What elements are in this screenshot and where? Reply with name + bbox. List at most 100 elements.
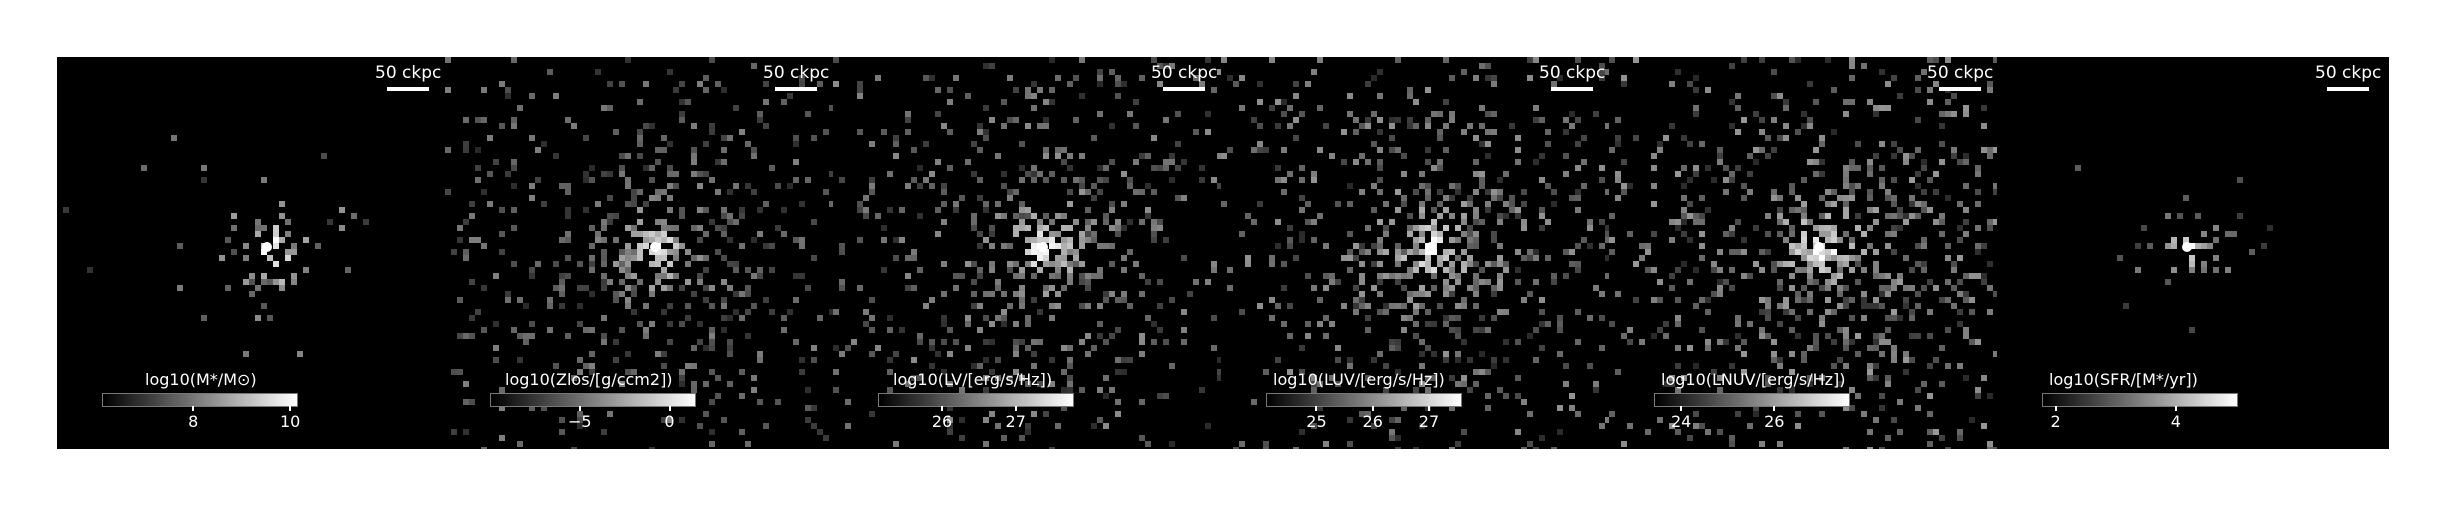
map-pixel	[1251, 399, 1257, 405]
map-pixel	[977, 327, 983, 333]
map-pixel	[1383, 225, 1389, 231]
map-pixel	[1007, 375, 1013, 381]
map-pixel	[1007, 189, 1013, 195]
map-pixel	[1109, 243, 1115, 249]
map-pixel	[1933, 285, 1939, 291]
map-pixel	[1449, 285, 1455, 291]
map-pixel	[625, 255, 631, 261]
map-pixel	[1873, 267, 1879, 273]
map-pixel	[511, 225, 517, 231]
map-pixel	[1693, 267, 1699, 273]
map-pixel	[1963, 291, 1969, 297]
map-pixel	[2195, 213, 2201, 219]
map-pixel	[1151, 225, 1157, 231]
map-pixel	[1765, 303, 1771, 309]
map-pixel	[1975, 225, 1981, 231]
map-pixel	[799, 237, 805, 243]
map-pixel	[1479, 105, 1485, 111]
map-pixel	[1067, 249, 1073, 255]
map-pixel	[1383, 387, 1389, 393]
map-pixel	[1407, 93, 1413, 99]
map-pixel	[1545, 255, 1551, 261]
map-pixel	[965, 315, 971, 321]
map-pixel	[1413, 333, 1419, 339]
map-pixel	[529, 273, 535, 279]
map-pixel	[1789, 387, 1795, 393]
map-pixel	[1963, 375, 1969, 381]
map-pixel	[291, 279, 297, 285]
map-pixel	[1287, 123, 1293, 129]
map-pixel	[1521, 201, 1527, 207]
map-pixel	[1269, 297, 1275, 303]
map-pixel	[1395, 261, 1401, 267]
map-pixel	[1813, 261, 1819, 267]
map-pixel	[141, 165, 147, 171]
map-pixel	[1097, 417, 1103, 423]
map-pixel	[613, 129, 619, 135]
map-pixel	[1633, 135, 1639, 141]
map-pixel	[589, 267, 595, 273]
map-pixel	[2123, 303, 2129, 309]
map-pixel	[1109, 201, 1115, 207]
map-pixel	[917, 267, 923, 273]
map-pixel	[1527, 441, 1533, 447]
map-pixel	[261, 249, 267, 255]
map-pixel	[703, 381, 709, 387]
map-pixel	[691, 153, 697, 159]
map-pixel	[1741, 369, 1747, 375]
map-pixel	[1783, 261, 1789, 267]
map-pixel	[989, 231, 995, 237]
map-pixel	[667, 261, 673, 267]
map-pixel	[1049, 219, 1055, 225]
map-pixel	[823, 189, 829, 195]
map-pixel	[1605, 225, 1609, 231]
map-pixel	[1199, 387, 1205, 393]
map-pixel	[661, 309, 667, 315]
map-pixel	[1921, 237, 1927, 243]
map-pixel	[1359, 243, 1365, 249]
map-pixel	[637, 189, 643, 195]
map-pixel	[1043, 153, 1049, 159]
map-pixel	[1431, 219, 1437, 225]
map-pixel	[1491, 291, 1497, 297]
map-pixel	[1909, 153, 1915, 159]
map-pixel	[1509, 123, 1515, 129]
map-pixel	[1473, 381, 1479, 387]
map-pixel	[607, 213, 613, 219]
map-pixel	[1437, 165, 1443, 171]
map-pixel	[1675, 219, 1681, 225]
map-pixel	[1609, 237, 1615, 243]
map-pixel	[935, 159, 941, 165]
map-pixel	[1885, 339, 1891, 345]
map-pixel	[1497, 213, 1503, 219]
map-pixel	[1765, 297, 1771, 303]
map-pixel	[709, 177, 715, 183]
map-pixel	[601, 171, 607, 177]
map-pixel	[1239, 309, 1245, 315]
map-pixel	[523, 333, 529, 339]
map-pixel	[1085, 231, 1091, 237]
map-pixel	[1311, 423, 1317, 429]
map-pixel	[977, 363, 983, 369]
map-pixel	[1049, 57, 1055, 63]
map-pixel	[1945, 243, 1951, 249]
map-pixel	[673, 243, 679, 249]
map-pixel	[445, 57, 451, 63]
map-pixel	[457, 297, 463, 303]
map-pixel	[703, 171, 709, 177]
map-pixel	[249, 279, 255, 285]
map-pixel	[1693, 363, 1699, 369]
map-pixel	[1443, 249, 1449, 255]
map-pixel	[1001, 243, 1007, 249]
map-pixel	[661, 237, 667, 243]
map-pixel	[637, 207, 643, 213]
map-pixel	[1163, 393, 1169, 399]
map-pixel	[243, 255, 249, 261]
map-pixel	[1467, 285, 1473, 291]
map-pixel	[469, 213, 475, 219]
map-pixel	[1043, 225, 1049, 231]
colorbar-tick-label: 25	[1306, 412, 1327, 431]
map-pixel	[995, 285, 1001, 291]
map-pixel	[1771, 117, 1777, 123]
map-pixel	[1515, 429, 1521, 435]
